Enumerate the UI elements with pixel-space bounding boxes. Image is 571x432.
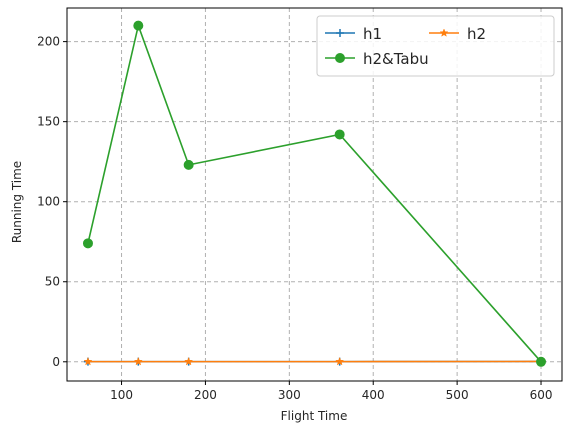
data-point-h2-tabu xyxy=(134,21,143,30)
x-tick-label: 200 xyxy=(194,388,217,402)
legend-label-h2: h2 xyxy=(467,25,486,43)
x-tick-label: 300 xyxy=(278,388,301,402)
y-tick-label: 200 xyxy=(37,35,60,49)
y-axis-label: Running Time xyxy=(10,161,24,243)
legend-label-h2-tabu: h2&Tabu xyxy=(363,50,429,68)
legend-marker-h2-tabu xyxy=(336,54,345,63)
y-tick-label: 100 xyxy=(37,195,60,209)
y-tick-label: 0 xyxy=(52,355,60,369)
data-point-h2-tabu xyxy=(537,357,546,366)
data-point-h2-tabu xyxy=(83,239,92,248)
y-tick-label: 150 xyxy=(37,115,60,129)
x-tick-label: 100 xyxy=(110,388,133,402)
legend-label-h1: h1 xyxy=(363,25,382,43)
x-tick-label: 600 xyxy=(530,388,553,402)
legend: h1 h2 h2&Tabu xyxy=(317,16,554,76)
y-axis: 0 50 100 150 200 xyxy=(37,35,67,369)
x-axis-label: Flight Time xyxy=(281,409,348,423)
data-point-h2-tabu xyxy=(184,160,193,169)
y-tick-label: 50 xyxy=(45,275,60,289)
series-h2 xyxy=(84,357,545,364)
x-tick-label: 400 xyxy=(362,388,385,402)
x-tick-label: 500 xyxy=(446,388,469,402)
x-axis: 100 200 300 400 500 600 xyxy=(110,381,552,402)
data-point-h2-tabu xyxy=(335,130,344,139)
legend-box xyxy=(317,16,554,76)
